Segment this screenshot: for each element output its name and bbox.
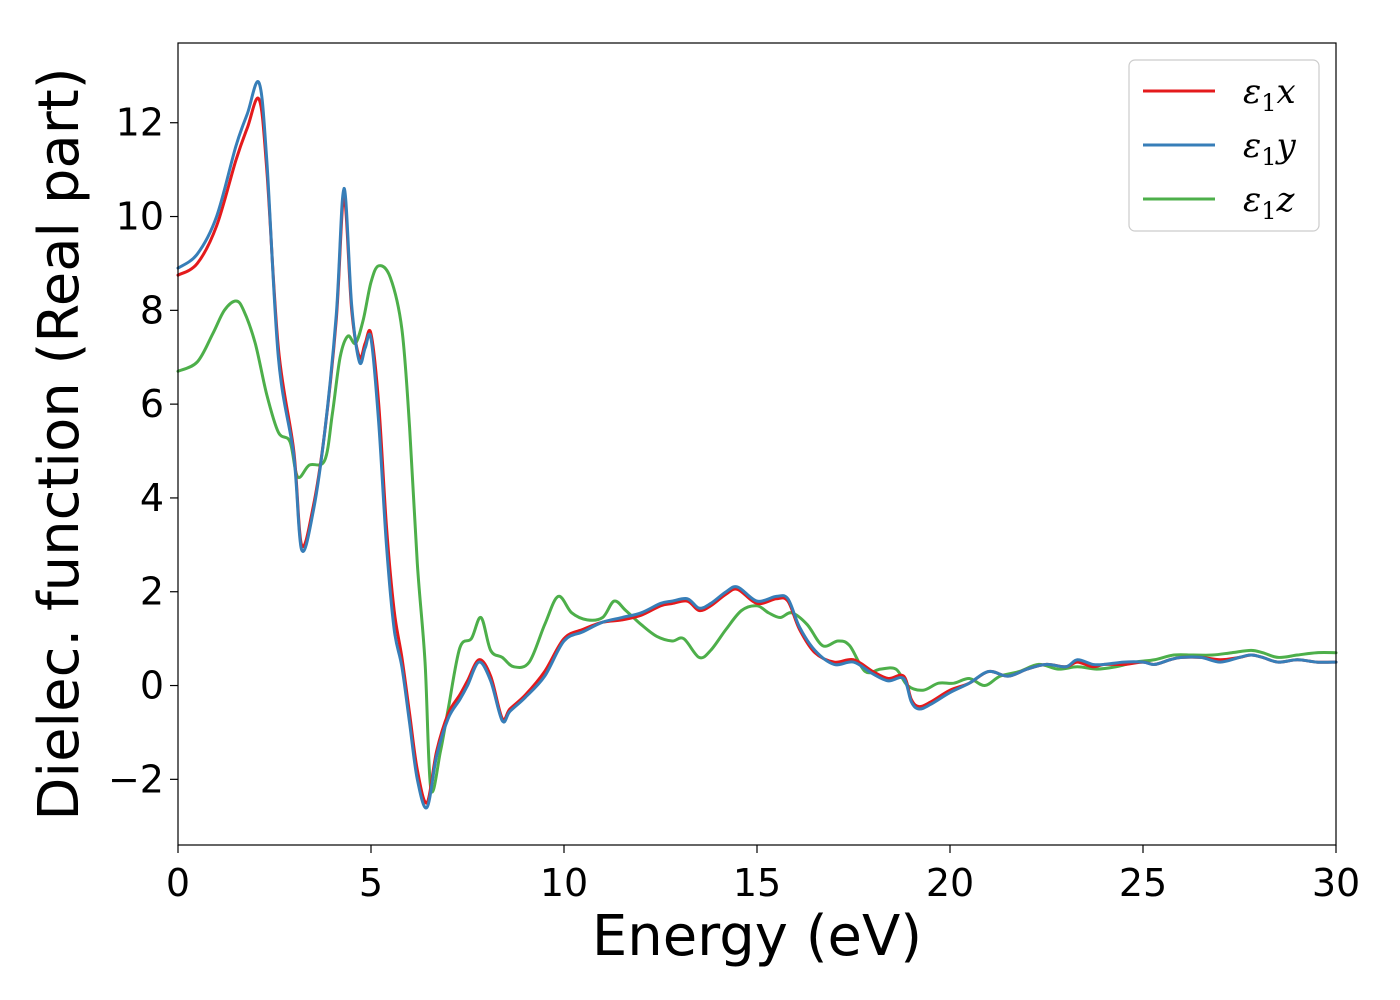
x-tick-label: 5 xyxy=(359,861,383,905)
legend-box xyxy=(1128,59,1320,232)
x-tick-label: 20 xyxy=(926,861,974,905)
y-tick-label: 6 xyxy=(140,382,164,426)
x-tick-label: 30 xyxy=(1312,861,1360,905)
y-tick-label: 4 xyxy=(140,476,164,520)
x-axis: 0 5 10 15 20 25 30 xyxy=(166,845,1360,905)
series-line-z xyxy=(176,264,1338,794)
legend-label-z: ε1z xyxy=(1243,180,1296,225)
y-tick-label: 12 xyxy=(116,101,164,145)
legend-label-y: ε1y xyxy=(1243,126,1297,171)
series-line-y xyxy=(176,80,1338,810)
series-layer xyxy=(176,80,1338,810)
x-axis-label: Energy (eV) xyxy=(592,904,922,969)
x-tick-label: 25 xyxy=(1119,861,1167,905)
legend-label-x: ε1x xyxy=(1243,72,1296,117)
y-tick-label: 10 xyxy=(116,195,164,239)
legend: ε1x ε1y ε1z xyxy=(1128,59,1320,232)
y-tick-label: −2 xyxy=(108,757,164,801)
y-axis: −2 0 2 4 6 8 10 12 xyxy=(108,101,178,801)
y-tick-label: 2 xyxy=(140,570,164,614)
y-tick-label: 0 xyxy=(140,664,164,708)
x-tick-label: 10 xyxy=(540,861,588,905)
x-tick-label: 15 xyxy=(733,861,781,905)
x-tick-label: 0 xyxy=(166,861,190,905)
y-axis-label: Dielec. function (Real part) xyxy=(27,67,92,820)
y-tick-label: 8 xyxy=(140,288,164,332)
